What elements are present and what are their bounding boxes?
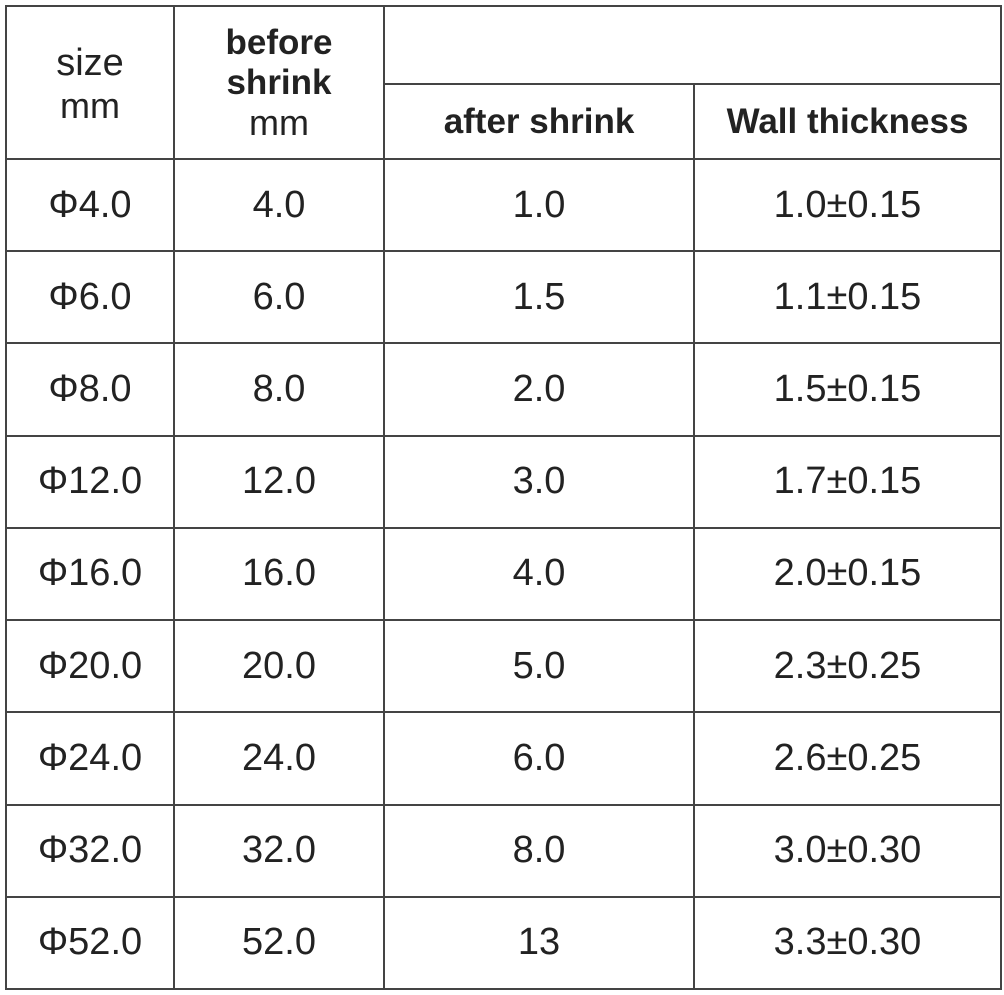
table-cell: 1.0±0.15 [693, 157, 1002, 253]
header-unit: mm [60, 84, 120, 126]
table-row: Φ24.0 24.0 6.0 2.6±0.25 [5, 711, 1002, 806]
table-row: Φ12.0 12.0 3.0 1.7±0.15 [5, 434, 1002, 529]
table-row: Φ20.0 20.0 5.0 2.3±0.25 [5, 619, 1002, 714]
header-unit: mm [249, 101, 309, 143]
header-cell: Wall thickness [693, 83, 1002, 160]
header-text: size [56, 41, 124, 84]
table-cell: 2.0 [383, 342, 695, 437]
table-cell: 32.0 [173, 803, 385, 898]
table-cell: 20.0 [173, 619, 385, 714]
table-cell: 3.3±0.30 [693, 895, 1002, 990]
table-cell: Φ4.0 [5, 157, 175, 253]
table-cell: 4.0 [383, 526, 695, 622]
table-row: Φ8.0 8.0 2.0 1.5±0.15 [5, 342, 1002, 437]
header-cell: size mm [5, 5, 175, 160]
table-cell: 3.0±0.30 [693, 803, 1002, 898]
table-cell: 2.3±0.25 [693, 619, 1002, 714]
header-cell [383, 5, 1002, 85]
table-cell: Φ20.0 [5, 619, 175, 714]
table-cell: 1.5±0.15 [693, 342, 1002, 437]
table-cell: Φ16.0 [5, 526, 175, 622]
header-text: before shrink [225, 22, 333, 102]
table-cell: 8.0 [383, 803, 695, 898]
table-cell: 12.0 [173, 434, 385, 529]
table-cell: 1.7±0.15 [693, 434, 1002, 529]
table-cell: 4.0 [173, 157, 385, 253]
table-cell: 3.0 [383, 434, 695, 529]
table-row: Φ16.0 16.0 4.0 2.0±0.15 [5, 526, 1002, 622]
header-cell: after shrink [383, 83, 695, 160]
table-cell: Φ32.0 [5, 803, 175, 898]
table-row: Φ52.0 52.0 13 3.3±0.30 [5, 895, 1002, 990]
table-cell: 16.0 [173, 526, 385, 622]
table-cell: 6.0 [383, 711, 695, 806]
table-cell: Φ12.0 [5, 434, 175, 529]
table-cell: 8.0 [173, 342, 385, 437]
table-cell: 1.0 [383, 157, 695, 253]
table-cell: 52.0 [173, 895, 385, 990]
spec-table: size mm before shrink mm after shrink Wa… [5, 5, 1002, 990]
table-row: Φ4.0 4.0 1.0 1.0±0.15 [5, 157, 1002, 253]
table-cell: 1.5 [383, 250, 695, 345]
table-cell: Φ6.0 [5, 250, 175, 345]
table-cell: Φ8.0 [5, 342, 175, 437]
header-cell: before shrink mm [173, 5, 385, 160]
table-cell: Φ52.0 [5, 895, 175, 990]
table-row: Φ6.0 6.0 1.5 1.1±0.15 [5, 250, 1002, 345]
table-cell: 5.0 [383, 619, 695, 714]
table-cell: 13 [383, 895, 695, 990]
table-cell: 2.6±0.25 [693, 711, 1002, 806]
table-cell: 2.0±0.15 [693, 526, 1002, 622]
table-row: Φ32.0 32.0 8.0 3.0±0.30 [5, 803, 1002, 898]
table-cell: 24.0 [173, 711, 385, 806]
table-cell: 6.0 [173, 250, 385, 345]
table-cell: Φ24.0 [5, 711, 175, 806]
table-cell: 1.1±0.15 [693, 250, 1002, 345]
